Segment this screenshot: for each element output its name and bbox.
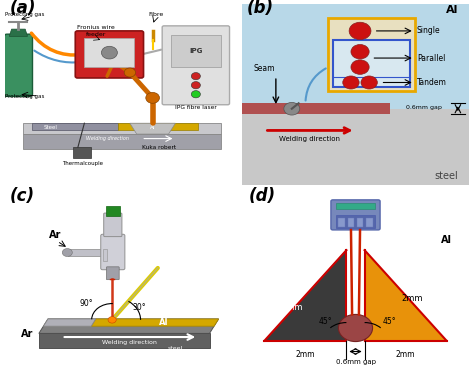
Text: Tandem: Tandem bbox=[417, 78, 447, 87]
Polygon shape bbox=[365, 250, 447, 341]
Circle shape bbox=[124, 68, 136, 77]
Text: steel: steel bbox=[168, 346, 183, 351]
Text: Welding direction: Welding direction bbox=[280, 136, 340, 142]
Text: (c): (c) bbox=[9, 187, 35, 205]
Text: (b): (b) bbox=[246, 0, 273, 17]
Text: steel: steel bbox=[434, 171, 458, 181]
Polygon shape bbox=[23, 134, 221, 149]
Text: Parallel: Parallel bbox=[417, 54, 445, 63]
Text: Seam: Seam bbox=[254, 64, 275, 73]
FancyBboxPatch shape bbox=[333, 40, 410, 87]
FancyBboxPatch shape bbox=[107, 267, 119, 280]
Circle shape bbox=[191, 90, 201, 98]
Text: Single: Single bbox=[417, 26, 440, 35]
Bar bbox=[242, 103, 390, 114]
Circle shape bbox=[349, 22, 371, 40]
Bar bbox=[242, 109, 469, 185]
FancyBboxPatch shape bbox=[331, 200, 380, 230]
Text: Welding direction: Welding direction bbox=[102, 340, 157, 345]
FancyBboxPatch shape bbox=[4, 34, 33, 97]
Text: 2mm: 2mm bbox=[396, 350, 415, 359]
Bar bbox=[171, 35, 221, 67]
Circle shape bbox=[351, 60, 369, 74]
Circle shape bbox=[343, 76, 359, 89]
Polygon shape bbox=[91, 319, 219, 326]
Text: (a): (a) bbox=[9, 0, 36, 17]
Bar bbox=[106, 206, 119, 216]
Polygon shape bbox=[118, 123, 198, 130]
Text: (d): (d) bbox=[248, 187, 276, 205]
Polygon shape bbox=[44, 319, 96, 326]
Polygon shape bbox=[264, 250, 346, 341]
Circle shape bbox=[146, 92, 159, 103]
FancyBboxPatch shape bbox=[104, 213, 122, 237]
Bar bbox=[242, 4, 469, 109]
Text: 45°: 45° bbox=[383, 317, 396, 326]
Circle shape bbox=[101, 46, 118, 59]
Text: Al: Al bbox=[441, 235, 452, 245]
Circle shape bbox=[351, 44, 369, 59]
Polygon shape bbox=[23, 123, 221, 134]
Text: feeder: feeder bbox=[86, 32, 106, 37]
Text: IPG fibre laser: IPG fibre laser bbox=[175, 105, 217, 110]
Text: Al: Al bbox=[446, 5, 458, 15]
Circle shape bbox=[338, 314, 373, 342]
FancyBboxPatch shape bbox=[101, 234, 125, 270]
Text: Protecting gas: Protecting gas bbox=[5, 12, 44, 17]
Text: Al: Al bbox=[150, 125, 155, 130]
Circle shape bbox=[108, 317, 116, 323]
FancyBboxPatch shape bbox=[75, 31, 144, 78]
Bar bbox=[336, 203, 375, 208]
Circle shape bbox=[191, 81, 201, 89]
Bar bbox=[366, 218, 373, 227]
Text: 2mm: 2mm bbox=[296, 350, 315, 359]
Text: 90°: 90° bbox=[80, 299, 93, 308]
Polygon shape bbox=[32, 123, 118, 130]
Bar bbox=[356, 218, 364, 227]
Bar bbox=[336, 215, 375, 228]
Text: 0.6mm gap: 0.6mm gap bbox=[336, 359, 375, 365]
Bar bbox=[102, 249, 107, 261]
Bar bbox=[73, 147, 91, 158]
Text: Ar: Ar bbox=[21, 329, 34, 339]
Text: 45°: 45° bbox=[319, 317, 333, 326]
Polygon shape bbox=[130, 123, 175, 134]
Bar bbox=[338, 218, 345, 227]
Text: 2mm: 2mm bbox=[401, 294, 423, 303]
Text: Fronius wire: Fronius wire bbox=[77, 25, 115, 30]
Text: Protecting gas: Protecting gas bbox=[5, 94, 44, 99]
Polygon shape bbox=[39, 319, 219, 333]
Polygon shape bbox=[39, 333, 210, 348]
Text: Steel: Steel bbox=[43, 125, 57, 130]
Text: Kuka robert: Kuka robert bbox=[142, 144, 176, 150]
Text: 2mm: 2mm bbox=[281, 303, 302, 312]
Bar bbox=[68, 249, 105, 256]
Text: Welding direction: Welding direction bbox=[86, 136, 128, 141]
Text: Thermalcouple: Thermalcouple bbox=[62, 161, 102, 166]
Polygon shape bbox=[9, 29, 27, 36]
FancyBboxPatch shape bbox=[328, 18, 415, 90]
Text: 0.6mm gap: 0.6mm gap bbox=[406, 105, 442, 110]
Text: IPG: IPG bbox=[189, 48, 202, 54]
Text: 30°: 30° bbox=[132, 303, 146, 312]
Bar bbox=[347, 218, 355, 227]
FancyBboxPatch shape bbox=[162, 26, 229, 105]
Circle shape bbox=[191, 72, 201, 80]
Text: Steel: Steel bbox=[279, 285, 305, 294]
Text: Al: Al bbox=[159, 319, 169, 327]
Circle shape bbox=[361, 76, 377, 89]
Bar bbox=[84, 38, 135, 67]
Circle shape bbox=[284, 103, 300, 115]
Text: Fibre: Fibre bbox=[148, 12, 164, 17]
Text: Ar: Ar bbox=[49, 230, 61, 239]
Circle shape bbox=[62, 248, 73, 256]
